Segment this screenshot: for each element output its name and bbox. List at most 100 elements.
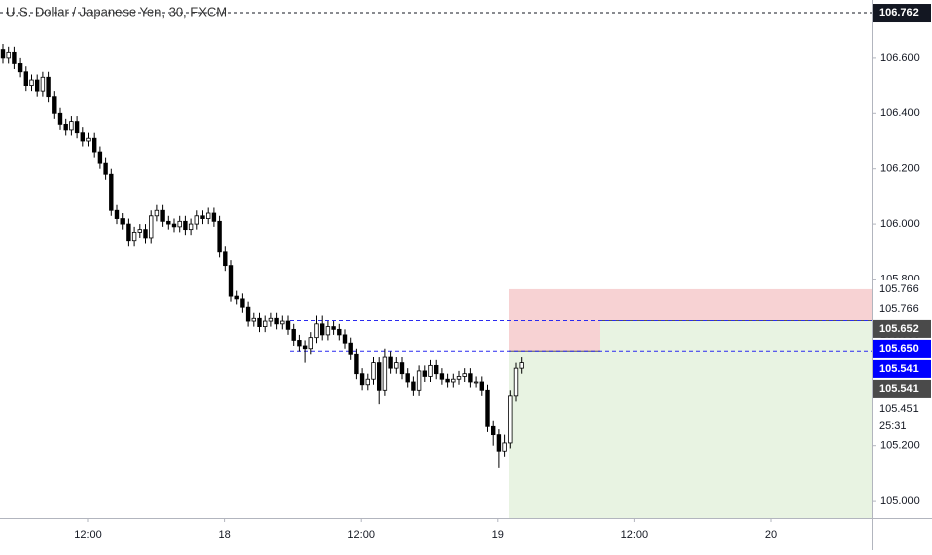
y-tick-label: 105.200 <box>880 440 920 452</box>
candle-body <box>114 209 120 219</box>
candle-body <box>228 265 234 297</box>
candle-body <box>496 434 502 452</box>
candle-body <box>519 362 524 369</box>
x-tick-label: 18 <box>218 529 230 541</box>
y-tick-label: 106.400 <box>880 107 920 119</box>
candle-body <box>422 370 427 377</box>
candle-body <box>57 112 63 125</box>
candle-body <box>131 232 137 242</box>
profit-zone <box>509 351 600 518</box>
candle-body <box>177 220 182 228</box>
candle-body <box>394 362 399 369</box>
candle-body <box>348 342 353 355</box>
price-label-box <box>873 359 931 378</box>
y-tick-label: 106.200 <box>880 163 920 175</box>
candle-body <box>274 317 279 325</box>
price-label-box <box>873 299 931 318</box>
candle-body <box>154 209 160 217</box>
candle-body <box>17 63 23 73</box>
countdown: 25:31 <box>879 420 907 432</box>
candle-body <box>376 362 382 391</box>
profit-zone <box>600 320 872 518</box>
price-label: 106.762 <box>879 7 919 19</box>
candle-body <box>479 381 484 391</box>
candle-body <box>171 223 177 228</box>
candle-body <box>245 306 251 322</box>
candle-body <box>200 215 205 219</box>
candle-body <box>86 137 91 142</box>
y-tick-label: 105.000 <box>880 495 920 507</box>
candle-body <box>433 364 439 375</box>
price-label: 105.652 <box>879 323 919 335</box>
candle-body <box>120 218 125 225</box>
candle-body <box>52 96 57 114</box>
candle-body <box>388 356 393 369</box>
candle-body <box>194 215 199 225</box>
candle-body <box>46 76 51 98</box>
candle-body <box>462 373 467 377</box>
x-tick-label: 20 <box>765 529 777 541</box>
candle-body <box>308 337 313 350</box>
candle-body <box>314 323 319 339</box>
candle-body <box>63 123 68 131</box>
candle-body <box>29 79 34 86</box>
y-tick-label: 106.000 <box>880 218 920 230</box>
candle-body <box>439 373 445 380</box>
candle-body <box>166 220 171 225</box>
candle-body <box>319 323 325 336</box>
candle-body <box>74 121 80 134</box>
candle-body <box>97 151 103 164</box>
candle-body <box>234 295 239 300</box>
candle-body <box>359 373 365 386</box>
candle-body <box>69 121 74 131</box>
price-label: 105.541 <box>879 363 919 375</box>
candle-body <box>342 334 348 344</box>
candle-body <box>416 370 422 391</box>
candle-body <box>143 229 148 239</box>
candle-body <box>211 212 217 222</box>
candle-body <box>399 362 405 375</box>
candle-body <box>280 320 285 325</box>
candle-body <box>92 137 97 153</box>
candle-body <box>371 362 376 380</box>
candle-body <box>137 229 142 233</box>
y-tick-label: 106.600 <box>880 52 920 64</box>
candle-body <box>405 373 410 383</box>
candle-body <box>183 220 188 231</box>
candle-body <box>268 317 274 322</box>
candle-body <box>451 378 456 383</box>
candle-body <box>35 79 40 92</box>
candle-body <box>109 173 114 211</box>
chart-title: U.S. Dollar / Japanese Yen, 30, FXCM <box>6 4 227 19</box>
candle-body <box>297 340 302 347</box>
candle-body <box>473 381 479 384</box>
candle-body <box>205 212 211 219</box>
candle-body <box>188 223 194 231</box>
candle-body <box>160 209 165 222</box>
x-tick-label: 12:00 <box>347 529 375 541</box>
candle-body <box>456 376 462 380</box>
x-tick-label: 12:00 <box>621 529 649 541</box>
candle-body <box>445 378 450 383</box>
candle-body <box>217 220 222 253</box>
candle-body <box>291 328 296 341</box>
candle-body <box>490 425 496 436</box>
loss-zone <box>600 288 872 321</box>
plot-area <box>0 12 872 518</box>
candle-body <box>240 298 245 308</box>
candle-body <box>485 389 490 427</box>
price-label-box <box>873 4 931 23</box>
candle-body <box>325 326 331 336</box>
candle-body <box>382 356 388 391</box>
price-label: 105.541 <box>879 383 919 395</box>
candle-body <box>302 345 308 350</box>
candle-body <box>103 162 108 175</box>
candle-body <box>285 320 291 330</box>
price-label-box <box>873 319 931 338</box>
price-label-box <box>873 399 931 418</box>
x-tick-label: 19 <box>492 529 504 541</box>
candle-body <box>40 76 46 92</box>
price-label-box <box>873 279 931 298</box>
